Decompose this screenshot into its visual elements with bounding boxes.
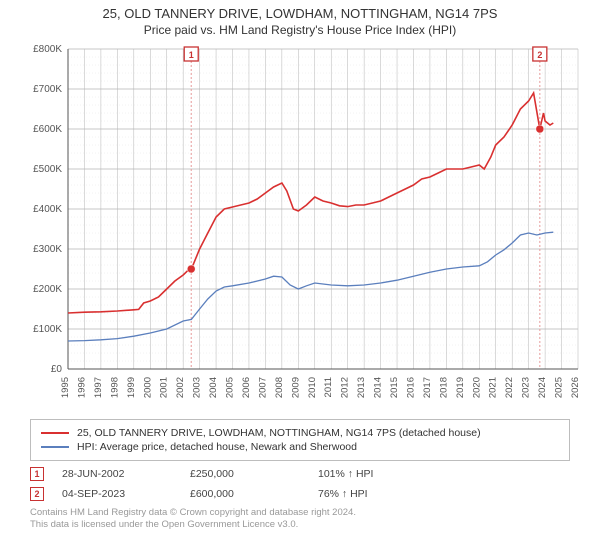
svg-text:2023: 2023	[521, 377, 532, 398]
svg-text:2018: 2018	[438, 377, 449, 398]
sale-date: 28-JUN-2002	[62, 468, 182, 480]
sale-row: 2 04-SEP-2023 £600,000 76% ↑ HPI	[30, 487, 570, 501]
legend-swatch	[41, 446, 69, 448]
legend-box: 25, OLD TANNERY DRIVE, LOWDHAM, NOTTINGH…	[30, 419, 570, 461]
svg-text:£200K: £200K	[33, 284, 62, 295]
legend-label: HPI: Average price, detached house, Newa…	[77, 441, 357, 453]
svg-text:2004: 2004	[208, 377, 219, 398]
svg-text:£700K: £700K	[33, 84, 62, 95]
svg-text:1996: 1996	[76, 377, 87, 398]
svg-text:2009: 2009	[290, 377, 301, 398]
svg-text:£800K: £800K	[33, 44, 62, 55]
svg-text:2012: 2012	[340, 377, 351, 398]
footnote: Contains HM Land Registry data © Crown c…	[30, 507, 570, 531]
sale-date: 04-SEP-2023	[62, 488, 182, 500]
svg-text:2003: 2003	[192, 377, 203, 398]
sale-marker-box: 1	[30, 467, 44, 481]
sale-row: 1 28-JUN-2002 £250,000 101% ↑ HPI	[30, 467, 570, 481]
svg-text:2006: 2006	[241, 377, 252, 398]
legend-swatch	[41, 432, 69, 434]
svg-text:£400K: £400K	[33, 204, 62, 215]
svg-text:2022: 2022	[504, 377, 515, 398]
footnote-line2: This data is licensed under the Open Gov…	[30, 519, 298, 530]
svg-text:2026: 2026	[570, 377, 581, 398]
svg-text:1995: 1995	[60, 377, 71, 398]
footnote-line1: Contains HM Land Registry data © Crown c…	[30, 507, 356, 518]
svg-text:2002: 2002	[175, 377, 186, 398]
svg-text:1997: 1997	[93, 377, 104, 398]
svg-text:£0: £0	[51, 364, 63, 375]
sale-pct: 101% ↑ HPI	[318, 468, 438, 480]
legend-row: 25, OLD TANNERY DRIVE, LOWDHAM, NOTTINGH…	[41, 426, 559, 440]
svg-text:2020: 2020	[471, 377, 482, 398]
svg-text:2017: 2017	[422, 377, 433, 398]
legend-row: HPI: Average price, detached house, Newa…	[41, 440, 559, 454]
svg-text:2021: 2021	[488, 377, 499, 398]
chart-title: 25, OLD TANNERY DRIVE, LOWDHAM, NOTTINGH…	[103, 6, 498, 21]
legend-label: 25, OLD TANNERY DRIVE, LOWDHAM, NOTTINGH…	[77, 427, 481, 439]
svg-text:1: 1	[189, 50, 194, 60]
svg-text:2008: 2008	[274, 377, 285, 398]
sale-price: £250,000	[190, 468, 310, 480]
chart-area: £0 £100K £200K £300K £400K £500K £600K £700K £80…	[20, 43, 590, 413]
svg-text:2001: 2001	[159, 377, 170, 398]
sale-pct: 76% ↑ HPI	[318, 488, 438, 500]
sale-price: £600,000	[190, 488, 310, 500]
chart-svg: £0 £100K £200K £300K £400K £500K £600K £700K £80…	[20, 43, 590, 413]
svg-text:2007: 2007	[257, 377, 268, 398]
svg-text:£600K: £600K	[33, 124, 62, 135]
svg-text:2005: 2005	[225, 377, 236, 398]
chart-subtitle: Price paid vs. HM Land Registry's House …	[144, 23, 456, 37]
svg-text:£500K: £500K	[33, 164, 62, 175]
sale-marker-box: 2	[30, 487, 44, 501]
svg-text:2013: 2013	[356, 377, 367, 398]
svg-text:2016: 2016	[405, 377, 416, 398]
svg-text:2025: 2025	[554, 377, 565, 398]
svg-text:£100K: £100K	[33, 324, 62, 335]
svg-text:2: 2	[537, 50, 542, 60]
svg-text:1999: 1999	[126, 377, 137, 398]
svg-text:1998: 1998	[109, 377, 120, 398]
svg-text:£300K: £300K	[33, 244, 62, 255]
svg-text:2019: 2019	[455, 377, 466, 398]
svg-text:2000: 2000	[142, 377, 153, 398]
svg-text:2015: 2015	[389, 377, 400, 398]
svg-text:2014: 2014	[373, 377, 384, 398]
svg-text:2011: 2011	[323, 377, 334, 397]
svg-text:2010: 2010	[307, 377, 318, 398]
svg-text:2024: 2024	[537, 377, 548, 398]
